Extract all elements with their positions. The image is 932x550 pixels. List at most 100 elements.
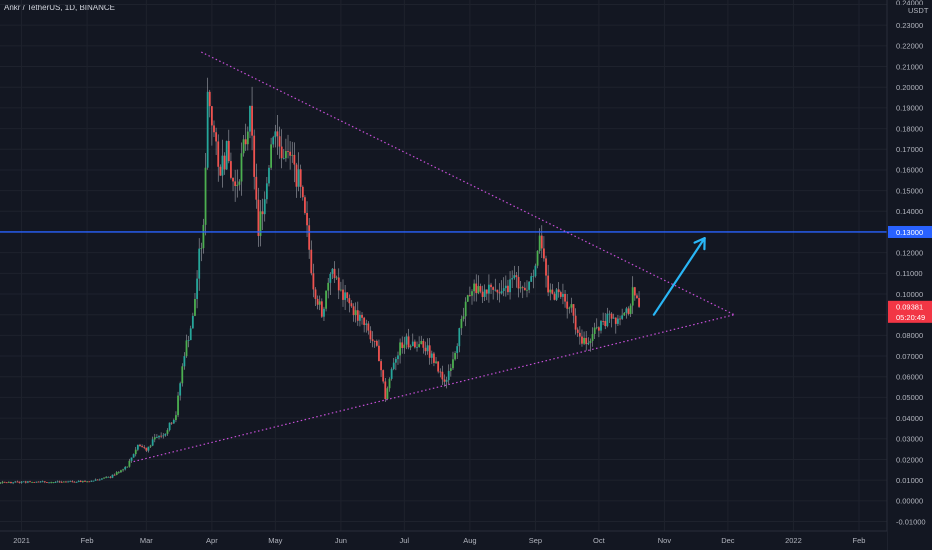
price-tick-label: 0.07000 bbox=[896, 352, 923, 361]
candle-body bbox=[105, 477, 108, 478]
candle-body bbox=[621, 315, 624, 319]
candle-body bbox=[312, 273, 315, 290]
candle-body bbox=[523, 287, 526, 291]
candle-body bbox=[297, 169, 300, 187]
candle-body bbox=[333, 268, 336, 278]
candle-body bbox=[339, 289, 342, 291]
candle-body bbox=[71, 481, 74, 483]
candle-body bbox=[460, 318, 463, 329]
price-tick-label: 0.11000 bbox=[896, 269, 923, 278]
candle-body bbox=[517, 276, 520, 289]
price-tick-label: 0.01000 bbox=[896, 476, 923, 485]
candle-body bbox=[69, 481, 72, 483]
candle-body bbox=[418, 344, 421, 348]
candle-body bbox=[79, 480, 82, 482]
time-tick-label: Mar bbox=[140, 536, 153, 545]
candle-body bbox=[246, 131, 249, 145]
candle-body bbox=[445, 380, 448, 382]
currency-label: USDT bbox=[908, 6, 929, 15]
candle-body bbox=[103, 477, 105, 479]
triangle-trendline bbox=[133, 314, 735, 463]
time-tick-label: 2021 bbox=[13, 536, 30, 545]
currency-label-bg bbox=[888, 5, 932, 16]
candle-body bbox=[449, 368, 452, 371]
candle-body bbox=[259, 211, 262, 236]
candle-body bbox=[492, 287, 495, 290]
candle-body bbox=[528, 281, 530, 290]
candle-body bbox=[608, 313, 611, 315]
candle-body bbox=[536, 250, 539, 266]
candle-body bbox=[619, 318, 621, 320]
candle-body bbox=[299, 169, 302, 187]
candle-body bbox=[10, 482, 12, 483]
candle-body bbox=[371, 339, 374, 341]
price-tick-label: 0.20000 bbox=[896, 83, 923, 92]
candle-body bbox=[466, 295, 469, 302]
candle-body bbox=[519, 287, 522, 289]
arrow-shaft bbox=[652, 237, 706, 316]
price-tick-label: 0.04000 bbox=[896, 414, 923, 423]
candle-body bbox=[583, 337, 585, 344]
candle-body bbox=[232, 177, 234, 182]
candle-body bbox=[483, 289, 486, 297]
candle-body bbox=[310, 249, 313, 274]
candle-body bbox=[545, 258, 547, 276]
candle-body bbox=[441, 371, 444, 380]
price-tick-label: 0.03000 bbox=[896, 435, 923, 444]
candle-body bbox=[549, 289, 552, 293]
price-tick-label: 0.19000 bbox=[896, 104, 923, 113]
candle-body bbox=[0, 482, 2, 484]
candle-body bbox=[595, 327, 598, 329]
candle-body bbox=[534, 265, 537, 277]
candle-body bbox=[331, 268, 334, 274]
candle-body bbox=[350, 303, 353, 307]
candle-body bbox=[230, 161, 232, 178]
candle-body bbox=[477, 286, 480, 294]
candle-body bbox=[285, 151, 287, 159]
candle-body bbox=[507, 285, 509, 293]
candle-body bbox=[612, 317, 615, 319]
candle-body bbox=[335, 277, 338, 279]
candle-body bbox=[289, 151, 292, 156]
candle-body bbox=[365, 323, 368, 325]
candle-body bbox=[134, 449, 137, 455]
candle-body bbox=[348, 298, 351, 304]
candle-body bbox=[37, 481, 40, 483]
candle-body bbox=[124, 467, 127, 470]
candle-body bbox=[210, 106, 213, 126]
candle-body bbox=[208, 91, 211, 107]
price-tick-label: 0.24000 bbox=[896, 0, 923, 8]
candle-body bbox=[204, 167, 207, 225]
candle-body bbox=[3, 481, 6, 483]
candle-body bbox=[439, 371, 442, 373]
candle-body bbox=[422, 340, 425, 348]
candle-body bbox=[602, 321, 605, 322]
candle-body bbox=[145, 447, 148, 451]
candle-body bbox=[401, 342, 404, 348]
candle-body bbox=[540, 235, 543, 249]
candle-body bbox=[156, 437, 158, 439]
candle-body bbox=[301, 186, 304, 198]
last-price-badge bbox=[888, 300, 932, 323]
time-tick-label: 2022 bbox=[785, 536, 802, 545]
time-tick-label: Apr bbox=[206, 536, 218, 545]
candle-body bbox=[314, 289, 317, 299]
candle-body bbox=[238, 181, 241, 185]
bar-countdown-label: 05:20:49 bbox=[896, 313, 925, 322]
price-tick-label: -0.01000 bbox=[896, 517, 926, 526]
candle-body bbox=[354, 310, 357, 316]
arrow-head bbox=[693, 237, 706, 244]
candle-body bbox=[75, 482, 78, 483]
time-tick-label: Dec bbox=[721, 536, 735, 545]
candle-body bbox=[359, 314, 361, 321]
candle-body bbox=[553, 293, 556, 300]
candle-body bbox=[213, 125, 215, 133]
candle-body bbox=[380, 361, 382, 371]
candle-body bbox=[367, 323, 370, 331]
candle-body bbox=[255, 176, 258, 200]
candle-body bbox=[538, 235, 541, 251]
candle-body bbox=[346, 292, 349, 299]
candle-body bbox=[405, 336, 408, 345]
candle-body bbox=[166, 430, 169, 434]
